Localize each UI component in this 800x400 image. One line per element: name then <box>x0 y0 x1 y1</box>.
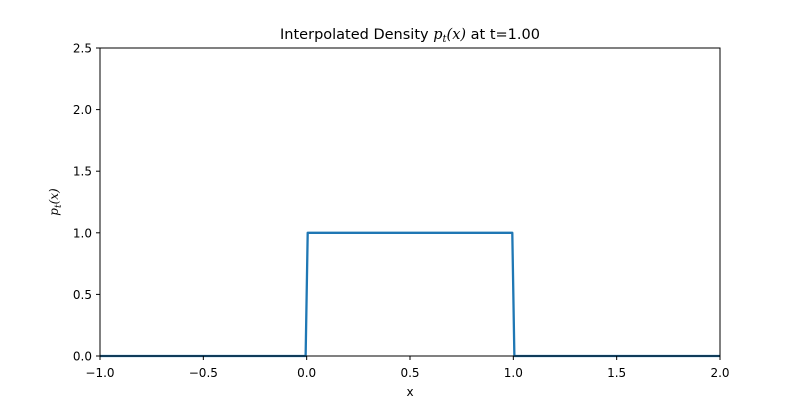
chart-title-math-args: (x) <box>447 27 467 43</box>
x-tick-label: 0.5 <box>400 366 419 380</box>
axes-frame <box>99 47 721 357</box>
y-axis-label-sub: t <box>54 204 64 208</box>
x-tick-label: 1.0 <box>504 366 523 380</box>
x-tick-label: 2.0 <box>710 366 729 380</box>
x-tick-label: −0.5 <box>189 366 218 380</box>
x-tick-label: −1.0 <box>85 366 114 380</box>
y-axis-label-p: p <box>47 208 61 216</box>
y-tick-label: 0.5 <box>73 288 92 302</box>
x-tick-label: 1.5 <box>607 366 626 380</box>
x-tick-label: 0.0 <box>297 366 316 380</box>
y-tick-label: 1.5 <box>73 165 92 179</box>
chart-title-prefix: Interpolated Density <box>280 27 433 43</box>
y-axis-label-args: (x) <box>47 188 61 204</box>
chart-title: Interpolated Density pt(x) at t=1.00 <box>280 27 540 45</box>
y-tick-label: 2.0 <box>73 103 92 117</box>
y-tick-label: 1.0 <box>73 226 92 240</box>
x-axis-label: x <box>406 385 413 399</box>
chart-title-suffix: at t=1.00 <box>466 27 540 43</box>
y-tick-label: 2.5 <box>73 42 92 56</box>
chart-title-math-sub: t <box>443 34 448 45</box>
axis-ticks: −1.0 −0.5 0.0 0.5 1.0 1.5 2.0 0.0 0.5 1.0 1.5 2.0 2.… <box>73 42 730 381</box>
y-axis-label: pt(x) <box>47 188 64 216</box>
y-tick-label: 0.0 <box>73 350 92 364</box>
chart-title-math-p: p <box>433 27 442 43</box>
